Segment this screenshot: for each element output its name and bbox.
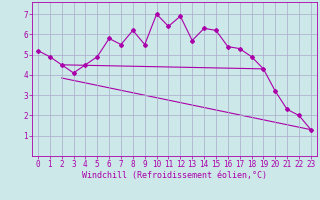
X-axis label: Windchill (Refroidissement éolien,°C): Windchill (Refroidissement éolien,°C) bbox=[82, 171, 267, 180]
